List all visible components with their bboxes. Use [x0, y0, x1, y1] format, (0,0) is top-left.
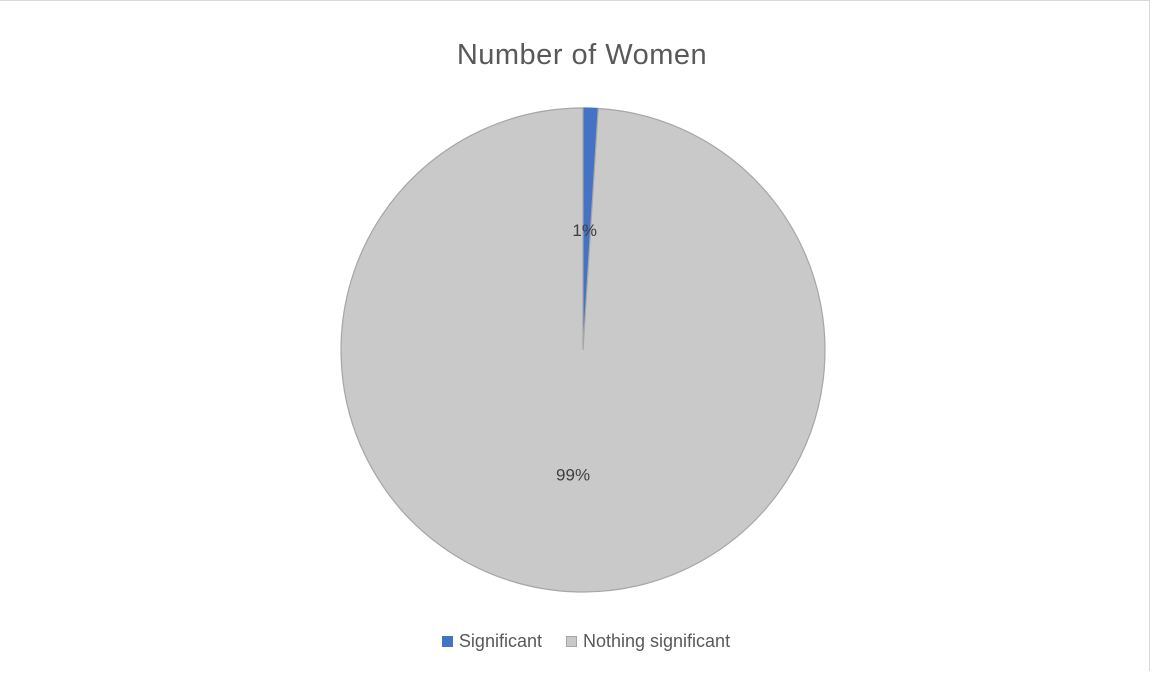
legend-entry-significant: Significant: [441, 631, 542, 652]
data-label-significant: 1%: [572, 221, 597, 240]
pie-slice-nothing-significant: [340, 107, 826, 593]
legend-entry-nothing-significant: Nothing significant: [565, 631, 731, 652]
legend-swatch-significant: [441, 636, 453, 647]
data-label-nothing-significant: 99%: [556, 465, 590, 484]
legend: Significant Nothing significant: [0, 631, 1152, 652]
legend-swatch-nothing-significant: [565, 636, 577, 647]
chart-title: Number of Women: [456, 39, 708, 71]
pie-slices: [340, 107, 826, 593]
legend-label-significant: Significant: [458, 631, 542, 651]
legend-label-nothing-significant: Nothing significant: [582, 631, 731, 651]
pie-data-labels: 1% 99%: [556, 221, 597, 484]
